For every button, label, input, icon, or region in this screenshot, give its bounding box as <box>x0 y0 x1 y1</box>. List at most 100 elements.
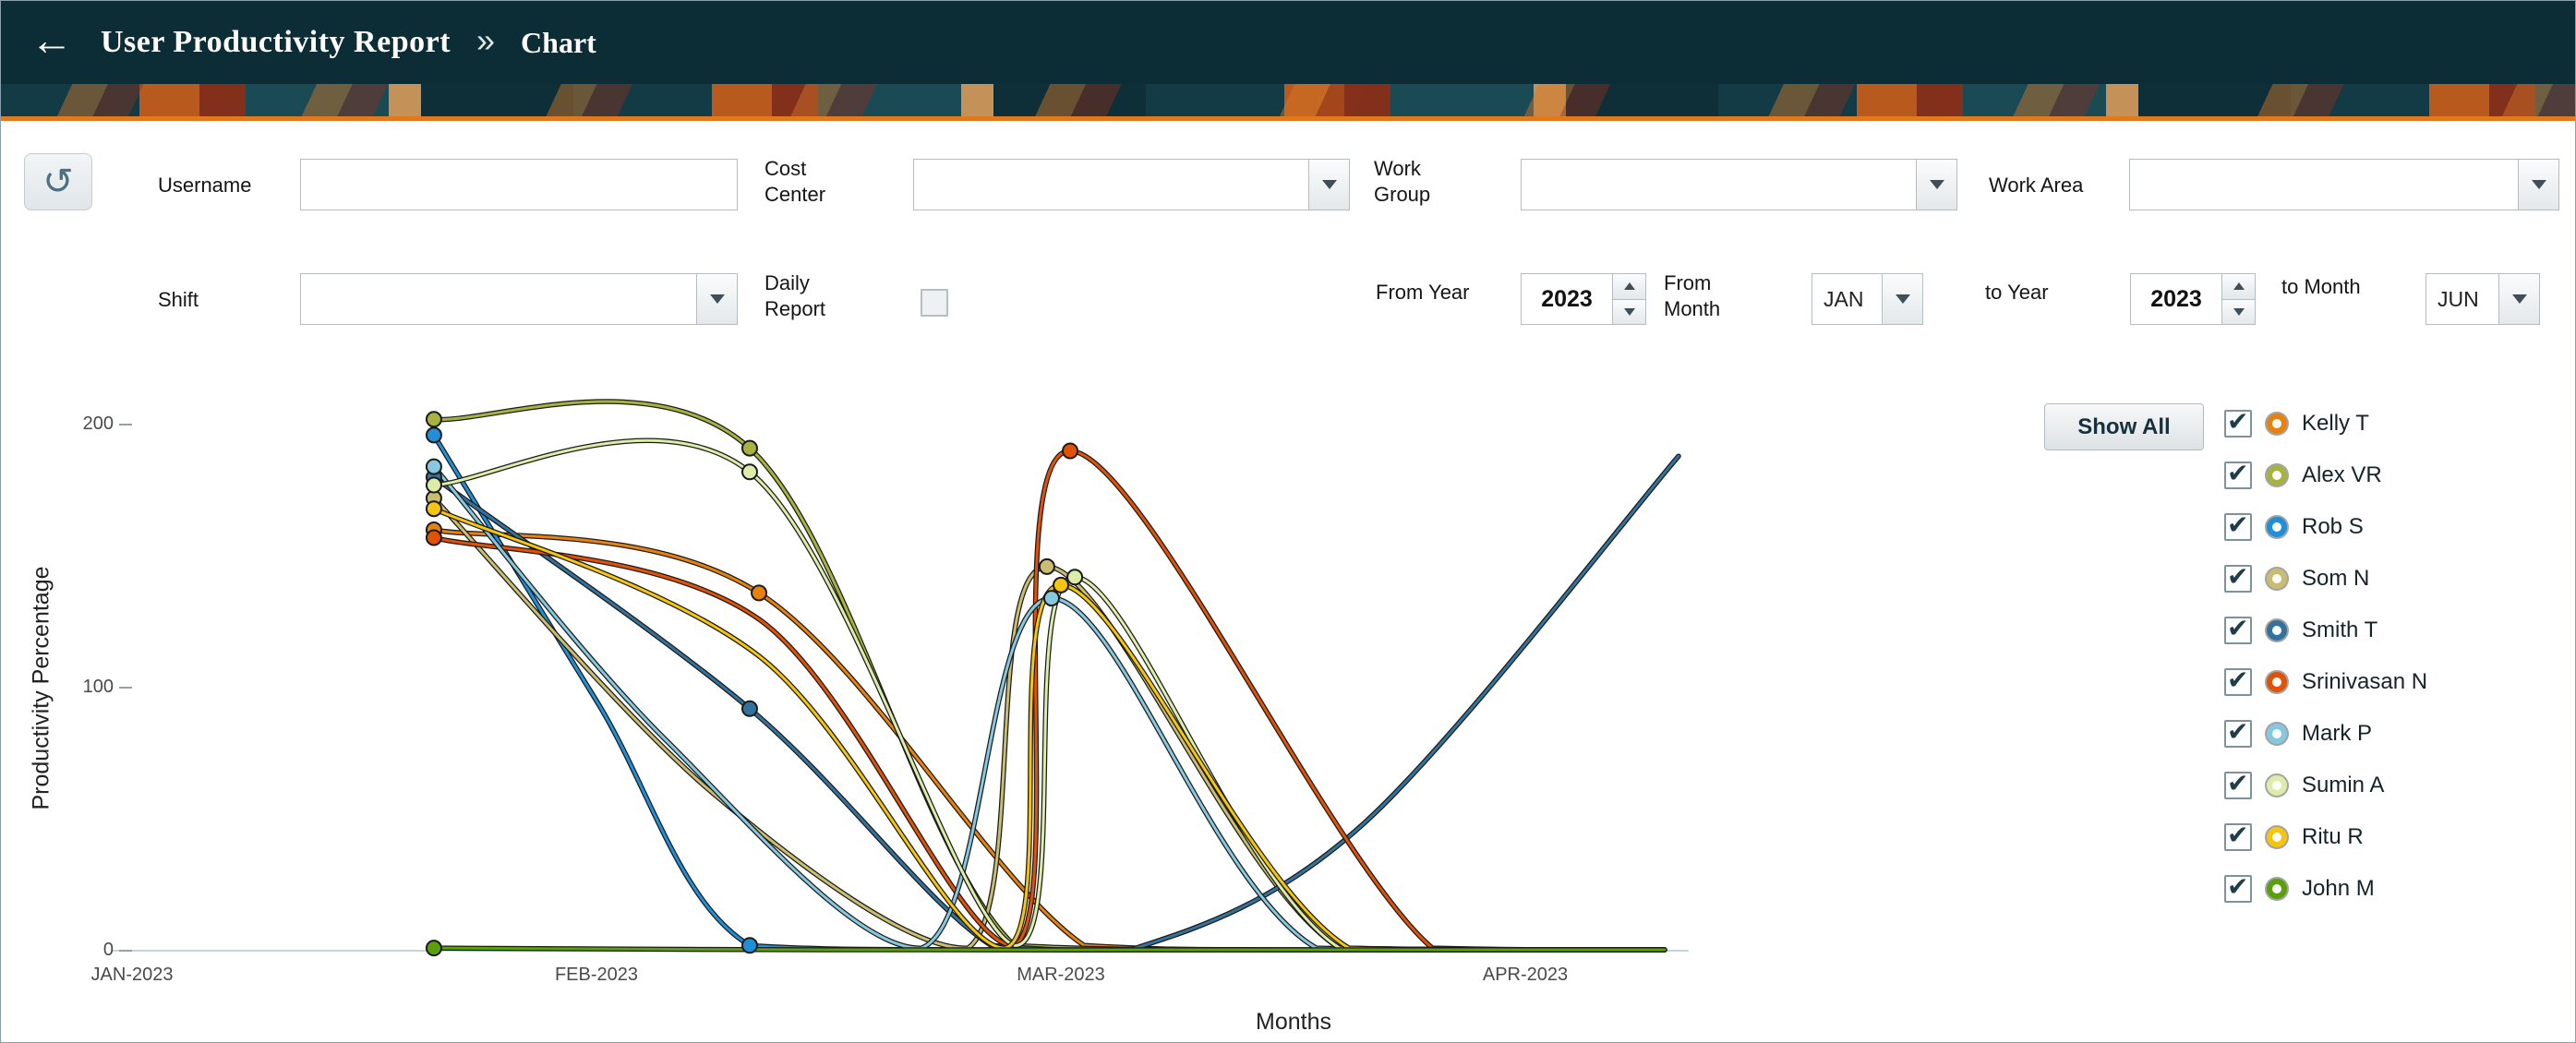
legend-label: Alex VR <box>2302 462 2382 487</box>
from-month-label: From Month <box>1664 271 1721 320</box>
series-marker-icon <box>2267 775 2287 796</box>
legend-label: Ritu R <box>2302 824 2364 849</box>
data-point-marker[interactable] <box>425 411 442 428</box>
series-marker-icon <box>2267 569 2287 589</box>
data-point-marker[interactable] <box>425 529 442 546</box>
check-icon: ✔ <box>2227 665 2249 694</box>
data-point-marker[interactable] <box>425 500 442 518</box>
show-all-button[interactable]: Show All <box>2044 403 2204 450</box>
legend-checkbox[interactable]: ✔ <box>2224 459 2252 489</box>
y-axis-title: Productivity Percentage <box>28 566 54 810</box>
x-tick-label: JAN-2023 <box>90 965 174 985</box>
breadcrumb-separator-icon: » <box>476 21 496 59</box>
series-line-outline <box>431 453 1681 953</box>
refresh-button[interactable]: ↺ <box>24 153 92 210</box>
work-area-value <box>2130 160 2518 210</box>
from-year-increment-button[interactable] <box>1613 273 1646 300</box>
from-month-dropdown-button[interactable] <box>1882 274 1922 324</box>
series-line-outline <box>431 506 1667 953</box>
legend-item: ✔ Kelly T <box>2224 398 2427 450</box>
data-point-marker[interactable] <box>425 426 442 444</box>
data-point-marker[interactable] <box>740 700 758 717</box>
to-year-increment-button[interactable] <box>2222 273 2256 300</box>
chevron-down-icon <box>1895 294 1910 304</box>
refresh-icon: ↺ <box>42 162 74 202</box>
data-point-marker[interactable] <box>740 439 758 457</box>
data-point-marker[interactable] <box>425 489 442 507</box>
series-line <box>432 528 1667 952</box>
data-point-marker[interactable] <box>740 937 758 954</box>
series-line <box>432 433 1667 952</box>
series-marker-icon <box>2267 879 2287 899</box>
work-group-dropdown-button[interactable] <box>1916 160 1956 210</box>
legend-checkbox[interactable]: ✔ <box>2224 665 2252 696</box>
legend-label: Sumin A <box>2302 773 2385 797</box>
data-point-marker[interactable] <box>1053 576 1069 593</box>
data-point-marker[interactable] <box>1042 590 1060 607</box>
legend-checkbox[interactable]: ✔ <box>2224 821 2252 851</box>
from-year-input[interactable] <box>1521 273 1613 325</box>
to-month-dropdown-button[interactable] <box>2498 274 2539 324</box>
series-line-outline <box>431 496 1667 953</box>
y-tick-label: 200 <box>82 414 114 434</box>
to-year-input[interactable] <box>2130 273 2222 325</box>
legend-label: John M <box>2302 876 2375 901</box>
from-year-decrement-button[interactable] <box>1613 299 1646 325</box>
work-area-dropdown-button[interactable] <box>2518 160 2558 210</box>
work-area-select[interactable] <box>2129 159 2559 210</box>
back-icon[interactable]: ← <box>30 16 73 64</box>
chevron-down-icon <box>1929 180 1944 189</box>
from-year-label: From Year <box>1376 281 1470 304</box>
legend-label: Smith T <box>2302 617 2378 642</box>
legend-item: ✔ Smith T <box>2224 605 2427 656</box>
shift-dropdown-button[interactable] <box>696 274 737 324</box>
data-point-marker[interactable] <box>425 940 442 957</box>
legend-checkbox[interactable]: ✔ <box>2224 562 2252 593</box>
series-line <box>432 454 1680 953</box>
series-line <box>432 497 1667 952</box>
series-line-outline <box>431 438 1667 953</box>
data-point-marker[interactable] <box>425 458 442 475</box>
legend-checkbox[interactable]: ✔ <box>2224 614 2252 644</box>
data-point-marker[interactable] <box>425 522 442 538</box>
data-point-marker[interactable] <box>1062 442 1079 460</box>
username-label: Username <box>158 174 252 197</box>
daily-report-checkbox[interactable] <box>921 289 948 317</box>
data-point-marker[interactable] <box>751 584 768 602</box>
series-line <box>432 400 1667 952</box>
chevron-down-icon <box>2511 294 2527 304</box>
data-point-marker[interactable] <box>1038 557 1055 575</box>
y-tick-label: 0 <box>102 940 114 960</box>
legend-checkbox[interactable]: ✔ <box>2224 769 2252 799</box>
data-point-marker[interactable] <box>740 463 758 481</box>
to-year-decrement-button[interactable] <box>2222 299 2256 325</box>
legend-checkbox[interactable]: ✔ <box>2224 717 2252 748</box>
legend-checkbox[interactable]: ✔ <box>2224 407 2252 438</box>
data-point-marker[interactable] <box>1066 569 1084 586</box>
username-input[interactable] <box>300 159 738 210</box>
from-month-select[interactable]: JAN <box>1812 273 1923 325</box>
shift-select[interactable] <box>300 273 738 325</box>
work-group-select[interactable] <box>1521 159 1957 210</box>
data-point-marker[interactable] <box>425 476 442 494</box>
to-year-spinner[interactable] <box>2130 273 2256 325</box>
to-year-label: to Year <box>1985 281 2049 304</box>
from-year-spinner[interactable] <box>1521 273 1646 325</box>
series-marker-icon <box>2267 672 2287 692</box>
legend-checkbox[interactable]: ✔ <box>2224 872 2252 903</box>
to-month-value: JUN <box>2438 287 2479 311</box>
check-icon: ✔ <box>2227 769 2249 797</box>
shift-value <box>301 274 696 324</box>
arrow-down-icon <box>2233 307 2245 316</box>
check-icon: ✔ <box>2227 821 2249 849</box>
to-month-select[interactable]: JUN <box>2426 273 2540 325</box>
legend-checkbox[interactable]: ✔ <box>2224 510 2252 541</box>
cost-center-dropdown-button[interactable] <box>1308 160 1349 210</box>
legend-item: ✔ Mark P <box>2224 708 2427 760</box>
data-point-marker[interactable] <box>425 469 442 486</box>
check-icon: ✔ <box>2227 717 2249 746</box>
series-marker-icon <box>2267 724 2287 744</box>
series-marker-icon <box>2267 465 2287 486</box>
cost-center-select[interactable] <box>913 159 1350 210</box>
